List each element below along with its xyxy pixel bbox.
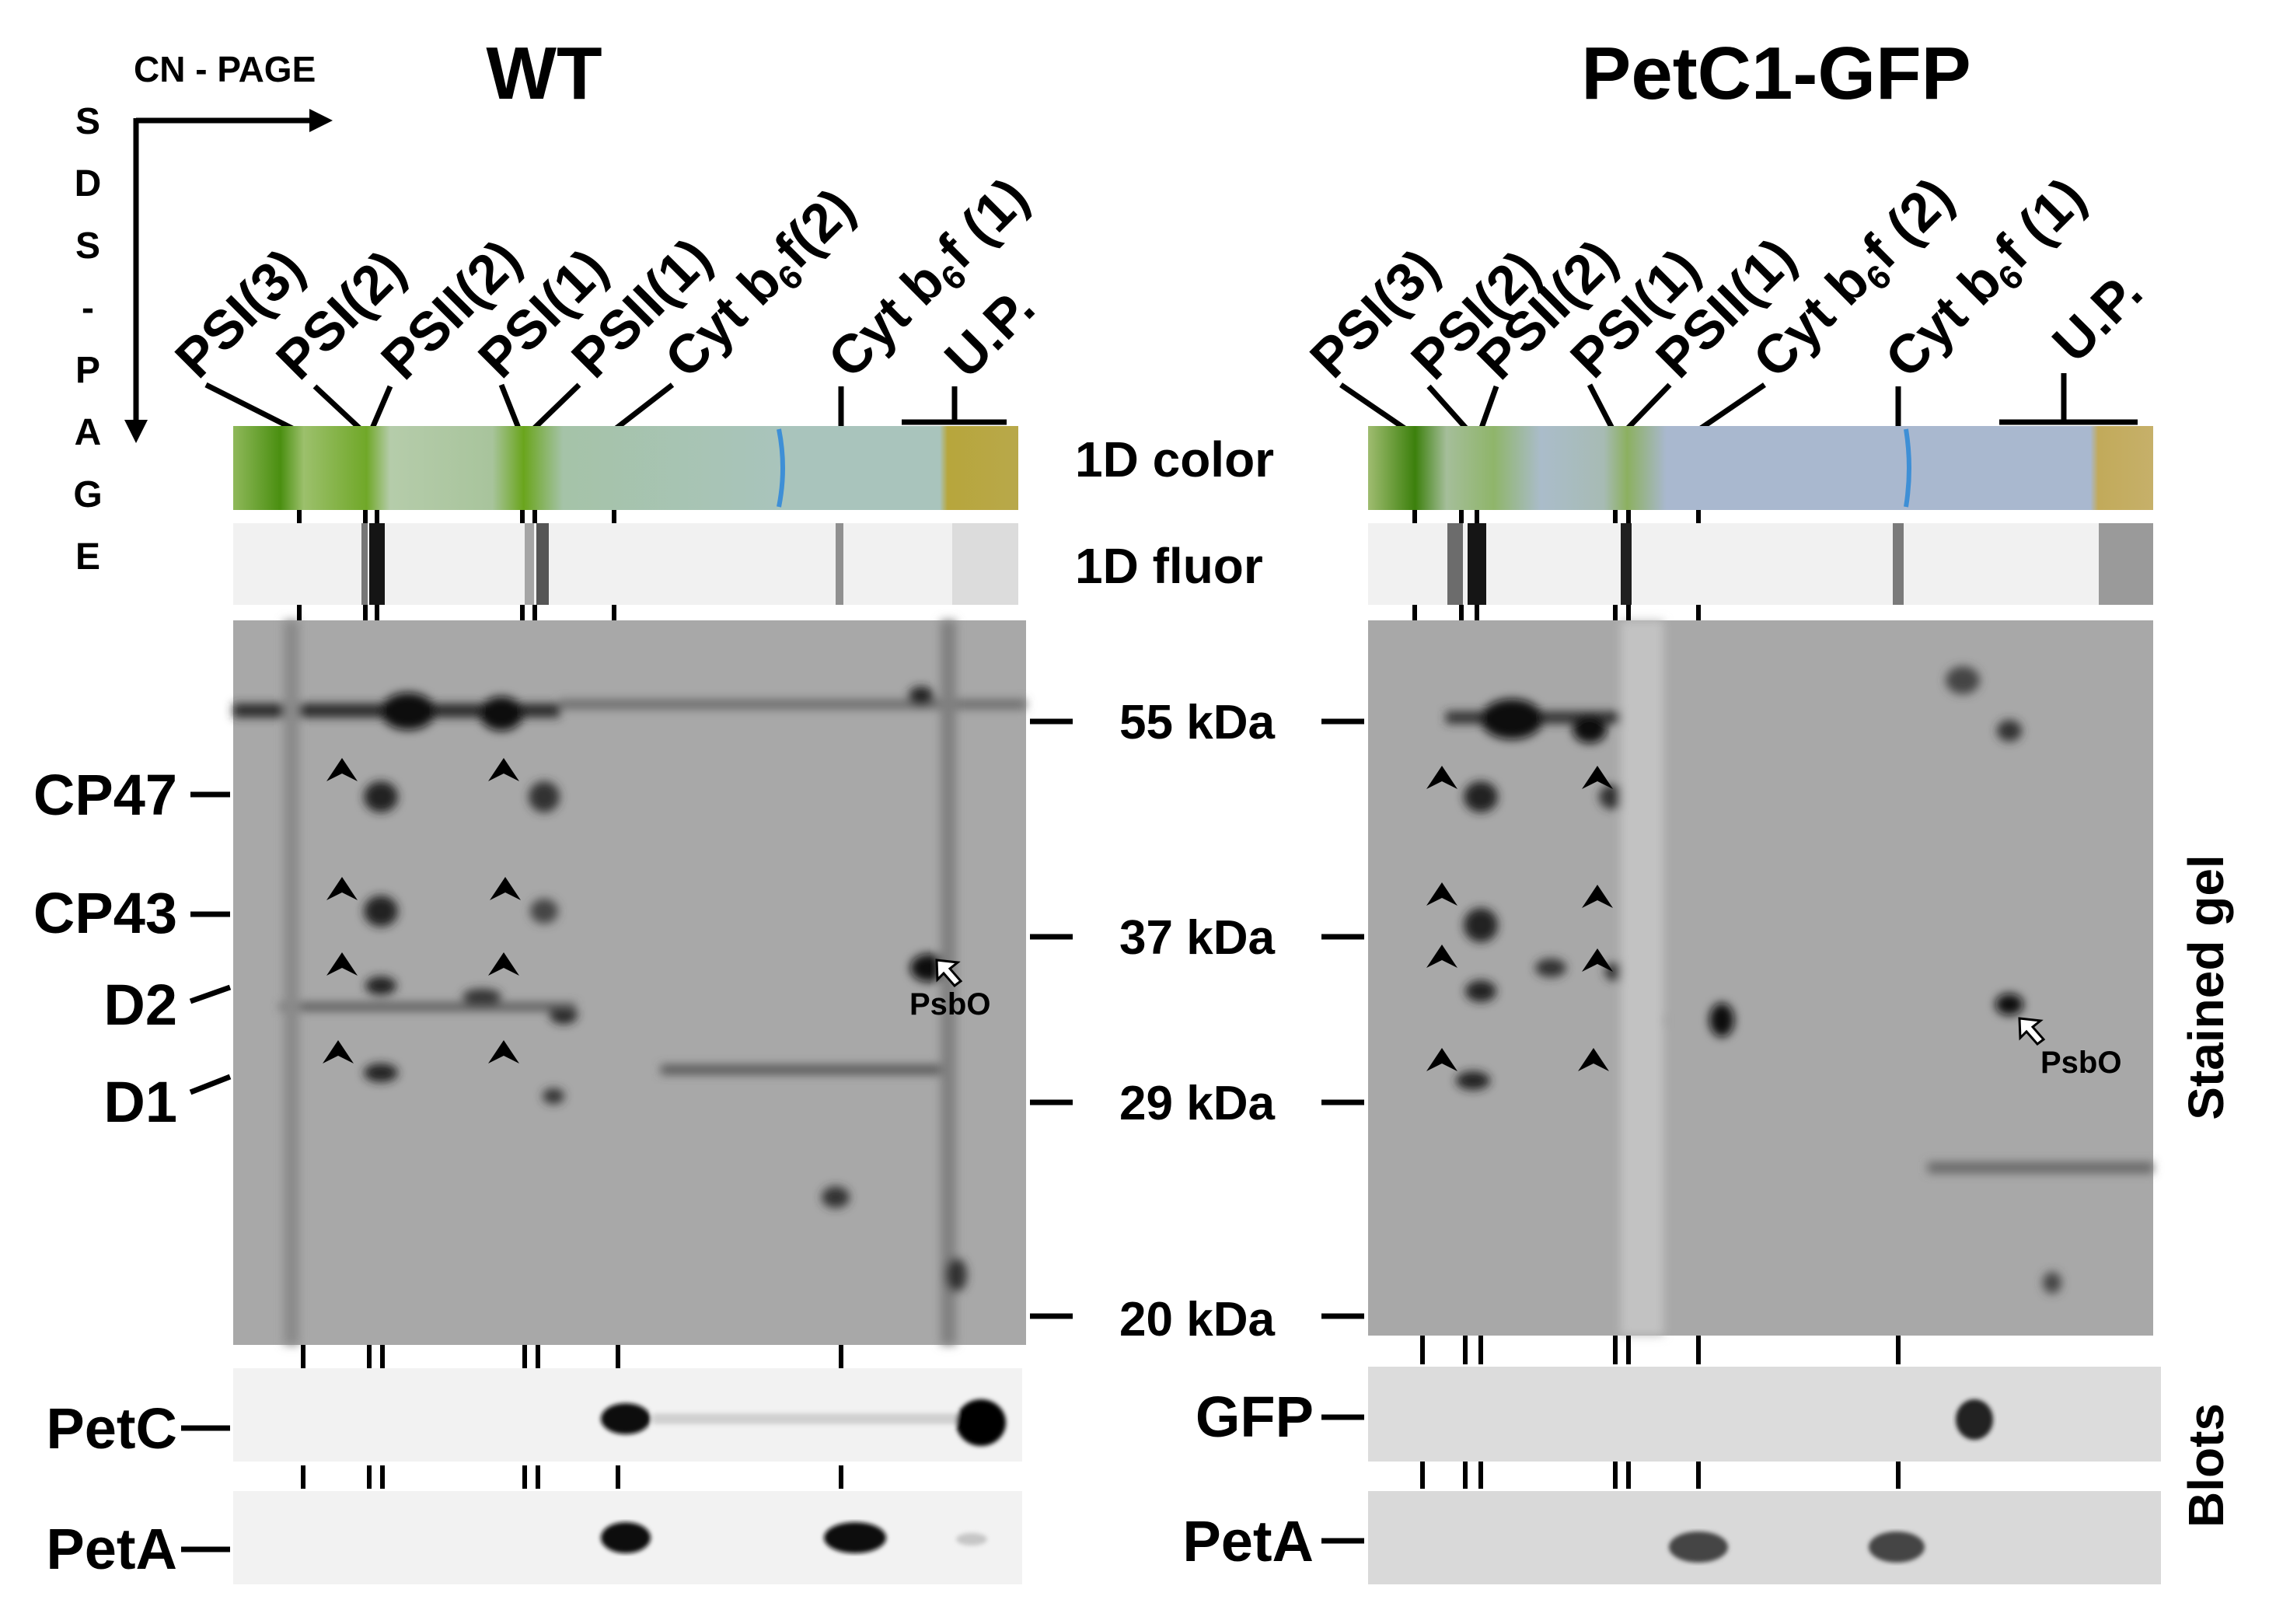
petc1-gfp-psbo-label: PsbO (2040, 1046, 2121, 1080)
sds-page-letter: E (75, 536, 100, 578)
petc1-gfp-blot-2-bands (1669, 1531, 1925, 1563)
lane-label: U.P. (2040, 261, 2153, 374)
label-cp43: CP43 (33, 881, 177, 945)
wt-1d-color-blue-band (777, 428, 785, 508)
wt-psbo-pointer: PsbO (909, 959, 990, 1022)
petc1-gfp-blot-1-bands (1956, 1399, 1993, 1440)
cn-page-arrowhead (309, 109, 333, 132)
petc1-gfp-1d-color-strip (1368, 426, 2153, 510)
row-label-stained-gel: Stained gel (2178, 854, 2234, 1119)
wt-arrowheads (323, 758, 521, 1063)
sds-page-label: SDS - PAGE (73, 101, 102, 578)
panel-title-petc1-gfp: PetC1-GFP (1581, 32, 1971, 115)
wt-psbo-label: PsbO (909, 987, 990, 1022)
label-cp47: CP47 (33, 763, 177, 827)
sds-page-letter: D (75, 163, 102, 204)
wt-protein-labels: CP47 CP43 D2 D1 (33, 763, 232, 1134)
row-label-blots: Blots (2178, 1403, 2234, 1528)
panel-title-wt: WT (486, 32, 602, 115)
petc1-gfp-blot-2 (1368, 1491, 2161, 1584)
wt-1d-color-strip (233, 426, 1018, 510)
blot-label-gfp: GFP (1196, 1385, 1314, 1449)
row-label-1d-fluor: 1D fluor (1075, 538, 1263, 594)
petc1-gfp-fluor-bands (1447, 523, 2153, 605)
mw-markers: 55 kDa 37 kDa 29 kDa 20 kDa (1030, 696, 1364, 1346)
row-label-1d-color: 1D color (1075, 431, 1274, 487)
blot-label-petc: PetC (46, 1396, 177, 1461)
petc1-gfp-1d-color-blue-band (1904, 428, 1911, 508)
petc1-gfp-stained-gel (1368, 620, 2153, 1336)
sds-page-letter: G (73, 474, 102, 515)
label-d1: D1 (103, 1070, 177, 1134)
lane-labels-wt: PSI(3)PSI(2)PSII(2)PSI(1)PSII(1)Cyt b6f(… (163, 166, 1045, 394)
mw-37: 37 kDa (1119, 911, 1275, 965)
lane-leader-lines-wt (204, 382, 1007, 433)
petc1-gfp-1d-fluor-strip (1368, 523, 2153, 605)
lane-labels-petc1-gfp: PSI(3)PSI(2)PSII(2)PSI(1)PSII(1)Cyt b6f … (1298, 166, 2153, 394)
lane-ticks-petc1-gfp (1412, 510, 1901, 1489)
petc1-gfp-psbo-pointer: PsbO (2018, 1017, 2121, 1080)
cn-page-label: CN - PAGE (134, 49, 316, 89)
sds-page-letter: A (75, 412, 102, 453)
wt-stained-gel (233, 620, 1026, 1345)
lane-leader-lines-petc1-gfp (1339, 373, 2138, 432)
wt-blot-1-bands (601, 1399, 1006, 1446)
wt-blot-2-bands (601, 1522, 987, 1553)
mw-20: 20 kDa (1119, 1293, 1275, 1346)
wt-1d-fluor-strip (233, 523, 1018, 605)
petc1-gfp-blot-1 (1368, 1367, 2161, 1462)
blot-labels: PetC PetA GFP PetA (46, 1385, 1364, 1581)
mw-55: 55 kDa (1119, 696, 1275, 749)
label-d2: D2 (103, 973, 177, 1037)
sds-page-arrowhead (124, 420, 148, 443)
lane-label: Cyt b6f (1) (816, 166, 1044, 394)
lane-ticks-wt (297, 510, 843, 1489)
blot-label-peta-wt: PetA (46, 1517, 177, 1581)
blot-label-peta-petc1-gfp: PetA (1182, 1509, 1314, 1573)
petc1-gfp-arrowheads (1426, 766, 1613, 1071)
sds-page-letter: - (82, 288, 94, 329)
sds-page-letter: S (75, 225, 100, 267)
mw-29: 29 kDa (1119, 1077, 1275, 1130)
sds-page-letter: P (75, 350, 100, 391)
wt-gel-spots (233, 620, 1026, 1345)
petc1-gfp-gel-spots (1446, 620, 2153, 1336)
wt-fluor-bands (361, 523, 1018, 605)
sds-page-letter: S (75, 101, 100, 142)
